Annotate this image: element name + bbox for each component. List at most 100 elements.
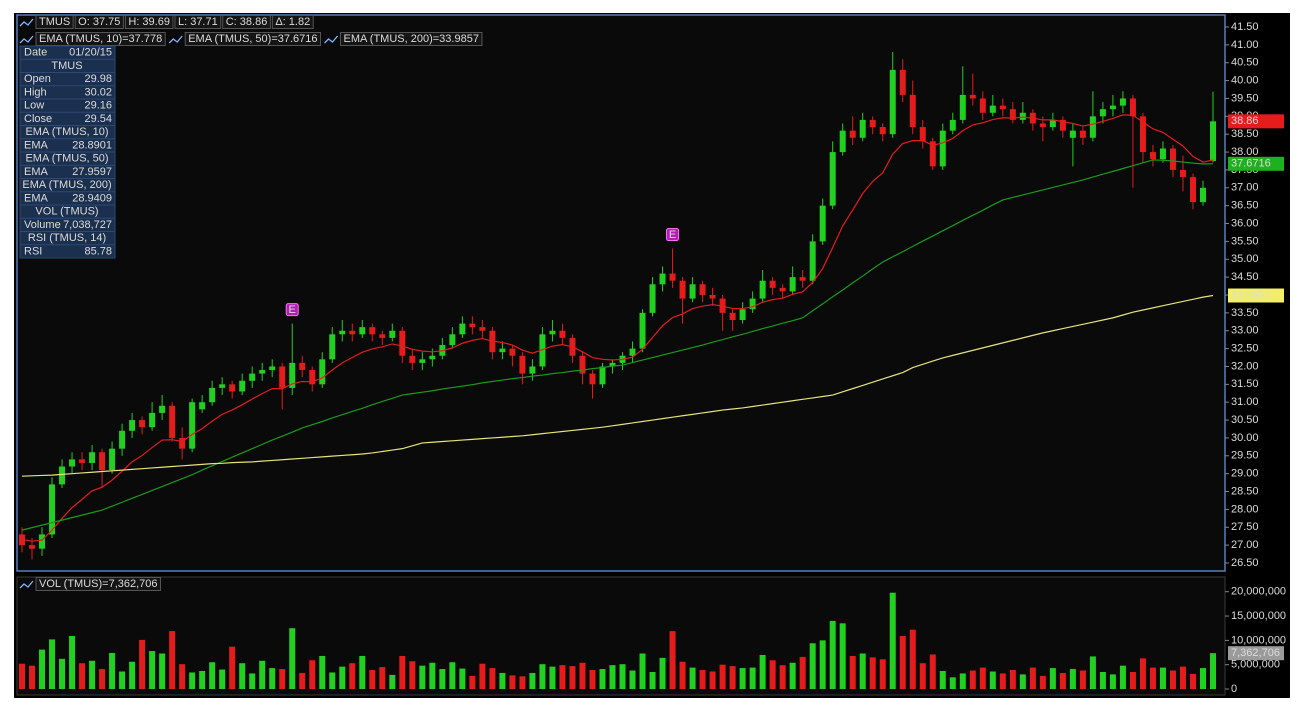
volume-tick-label: 10,000,000 [1231, 634, 1286, 646]
legend-box [174, 15, 222, 29]
candle-body [969, 94, 976, 99]
candle-body [279, 366, 286, 388]
legend-text: H: 39.69 [128, 16, 170, 28]
candle-body [239, 380, 246, 392]
volume-bar [549, 666, 556, 689]
y-tick-label: 32.00 [1231, 360, 1259, 372]
candle-body [259, 370, 266, 374]
candle-body [49, 484, 56, 535]
legend-box [74, 15, 124, 29]
candle-body [859, 119, 866, 138]
candle-body [519, 355, 526, 374]
volume-bar [339, 666, 346, 689]
volume-bar [829, 620, 836, 689]
volume-bar [859, 653, 866, 689]
volume-bar [519, 676, 526, 689]
volume-bar [899, 635, 906, 689]
volume-bar [389, 674, 396, 689]
candle-body [889, 69, 896, 135]
candle-body [349, 330, 356, 335]
y-tick-label: 36.50 [1231, 200, 1259, 212]
candle-body [229, 384, 236, 392]
y-tick-label: 27.00 [1231, 539, 1259, 551]
volume-bar [269, 668, 276, 689]
candle-body [829, 152, 836, 206]
candle-body [629, 348, 636, 356]
volume-bar [999, 673, 1006, 689]
candle-body [499, 348, 506, 353]
price-tag-label: 33.9857 [1231, 289, 1271, 301]
volume-bar [769, 660, 776, 689]
candle-body [609, 362, 616, 367]
volume-tag-label: 7,362,706 [1231, 647, 1280, 659]
candle-body [379, 334, 386, 338]
candle-body [1169, 148, 1176, 170]
volume-bar [429, 662, 436, 689]
candle-body [1069, 130, 1076, 138]
info-label: Date [24, 47, 47, 59]
candle-body [689, 284, 696, 299]
candle-body [599, 366, 606, 385]
volume-bar [729, 666, 736, 689]
legend-text: C: 38.86 [226, 16, 268, 28]
candle-body [639, 312, 646, 349]
volume-bar [479, 663, 486, 689]
candle-body [919, 127, 926, 142]
volume-bar [879, 659, 886, 689]
volume-bar [989, 671, 996, 689]
legend-icon [168, 35, 183, 44]
candle-body [539, 334, 546, 367]
y-tick-label: 31.50 [1231, 378, 1259, 390]
info-value: 7,038,727 [63, 219, 112, 231]
volume-bar [659, 657, 666, 689]
candle-body [1059, 119, 1066, 131]
earnings-marker [666, 228, 680, 242]
candle-body [459, 323, 466, 335]
price-tag [1228, 156, 1284, 171]
volume-bar [89, 660, 96, 689]
legend-box [35, 577, 162, 591]
candle-body [399, 330, 406, 356]
earnings-label: E [289, 304, 296, 316]
volume-bar [199, 671, 206, 689]
volume-bar [489, 668, 496, 689]
y-tick-label: 37.00 [1231, 182, 1259, 194]
info-label: High [24, 86, 47, 98]
candle-body [759, 280, 766, 299]
y-tick-label: 38.00 [1231, 146, 1259, 158]
candle-body [359, 327, 366, 335]
candle-body [329, 334, 336, 360]
volume-bar [469, 675, 476, 689]
volume-bar [579, 662, 586, 689]
legend-box [340, 32, 483, 46]
candle-body [1179, 169, 1186, 178]
volume-bar [1159, 667, 1166, 689]
volume-bar [839, 623, 846, 689]
volume-bar [779, 665, 786, 689]
candle-body [819, 205, 826, 242]
volume-tag [1228, 646, 1284, 661]
volume-bar [239, 663, 246, 689]
info-label: Open [24, 73, 51, 85]
volume-bar [179, 664, 186, 689]
info-heading: EMA (TMUS, 10) [25, 126, 108, 138]
info-value: 30.02 [84, 86, 112, 98]
candle-body [949, 119, 956, 131]
candle-body [339, 330, 346, 335]
info-value: 28.8901 [72, 139, 112, 151]
legend-text: EMA (TMUS, 10)=37.778 [39, 33, 162, 45]
volume-bar [1089, 656, 1096, 689]
candle-body [579, 355, 586, 374]
volume-bar [359, 655, 366, 689]
volume-bar [169, 631, 176, 689]
legend-box [271, 15, 314, 29]
info-label: Volume [24, 219, 61, 231]
info-label: RSI [24, 245, 42, 257]
volume-bar [99, 669, 106, 689]
candle-body [1119, 98, 1126, 106]
candle-body [39, 534, 46, 549]
candle-body [849, 130, 856, 138]
volume-bar [949, 677, 956, 689]
volume-bar [819, 640, 826, 689]
candle-body [769, 280, 776, 288]
